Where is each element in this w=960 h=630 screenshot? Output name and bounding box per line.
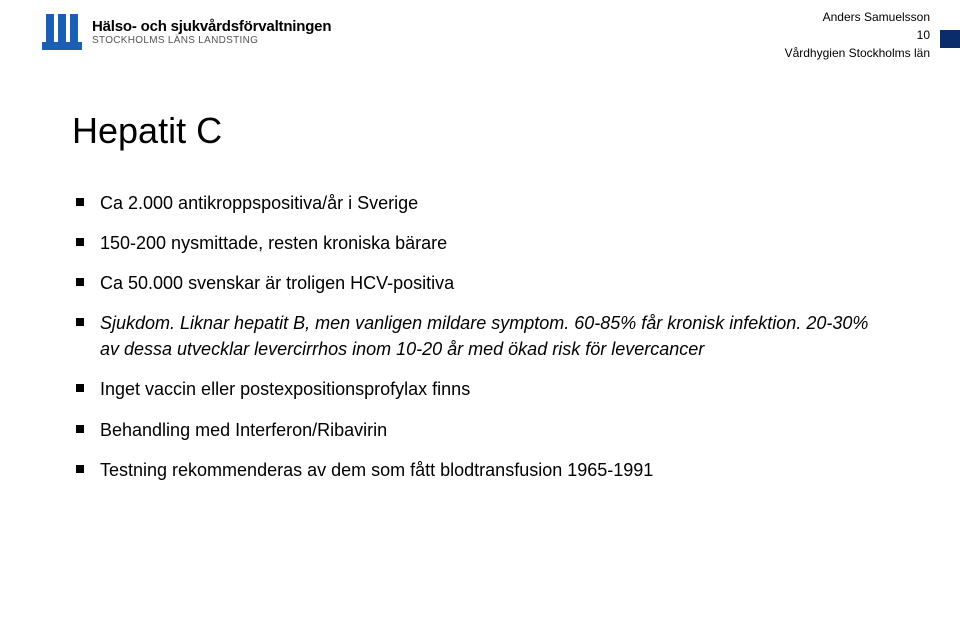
bullet-item: Testning rekommenderas av dem som fått b…	[72, 457, 892, 483]
author-name: Anders Samuelsson	[823, 10, 930, 24]
logo-sub-text: STOCKHOLMS LÄNS LANDSTING	[92, 35, 331, 46]
logo-area: Hälso- och sjukvårdsförvaltningen STOCKH…	[42, 12, 331, 52]
bullet-list: Ca 2.000 antikroppspositiva/år i Sverige…	[72, 190, 892, 483]
bullet-item: Ca 50.000 svenskar är troligen HCV-posit…	[72, 270, 892, 296]
slide-title: Hepatit C	[72, 110, 892, 152]
bullet-item: Ca 2.000 antikroppspositiva/år i Sverige	[72, 190, 892, 216]
bullet-item: Inget vaccin eller postexpositionsprofyl…	[72, 376, 892, 402]
page-number: 10	[785, 26, 930, 44]
bullet-item: 150-200 nysmittade, resten kroniska bära…	[72, 230, 892, 256]
corner-accent	[940, 30, 960, 48]
slide-header: Hälso- och sjukvårdsförvaltningen STOCKH…	[0, 0, 960, 65]
bullet-item: Sjukdom. Liknar hepatit B, men vanligen …	[72, 310, 892, 362]
sll-logo-icon	[42, 12, 82, 52]
logo-text: Hälso- och sjukvårdsförvaltningen STOCKH…	[92, 18, 331, 46]
bullet-item: Behandling med Interferon/Ribavirin	[72, 417, 892, 443]
department-name: Vårdhygien Stockholms län	[785, 46, 930, 60]
logo-main-text: Hälso- och sjukvårdsförvaltningen	[92, 18, 331, 35]
slide-content: Hepatit C Ca 2.000 antikroppspositiva/år…	[72, 110, 892, 497]
header-right: Anders Samuelsson 10 Vårdhygien Stockhol…	[785, 8, 930, 62]
